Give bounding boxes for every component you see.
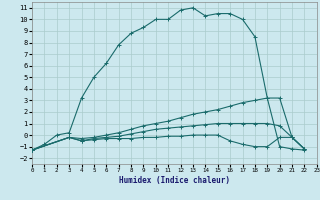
X-axis label: Humidex (Indice chaleur): Humidex (Indice chaleur) bbox=[119, 176, 230, 185]
